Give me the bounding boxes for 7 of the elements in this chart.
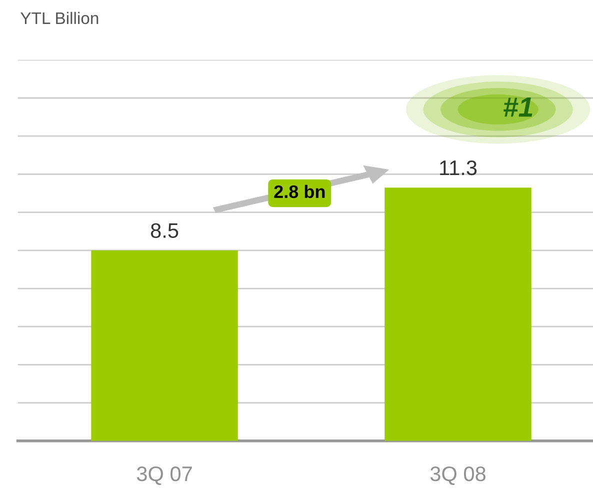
x-tick-label: 3Q 07: [136, 466, 192, 485]
annotation: 2.8 bn: [274, 184, 325, 198]
data-label: 11.3: [440, 160, 477, 176]
y-axis-title: YTL Billion: [20, 12, 98, 24]
annotation: #1: [504, 98, 532, 117]
data-label: 8.5: [150, 223, 178, 238]
x-tick-label: 3Q 08: [430, 466, 486, 485]
